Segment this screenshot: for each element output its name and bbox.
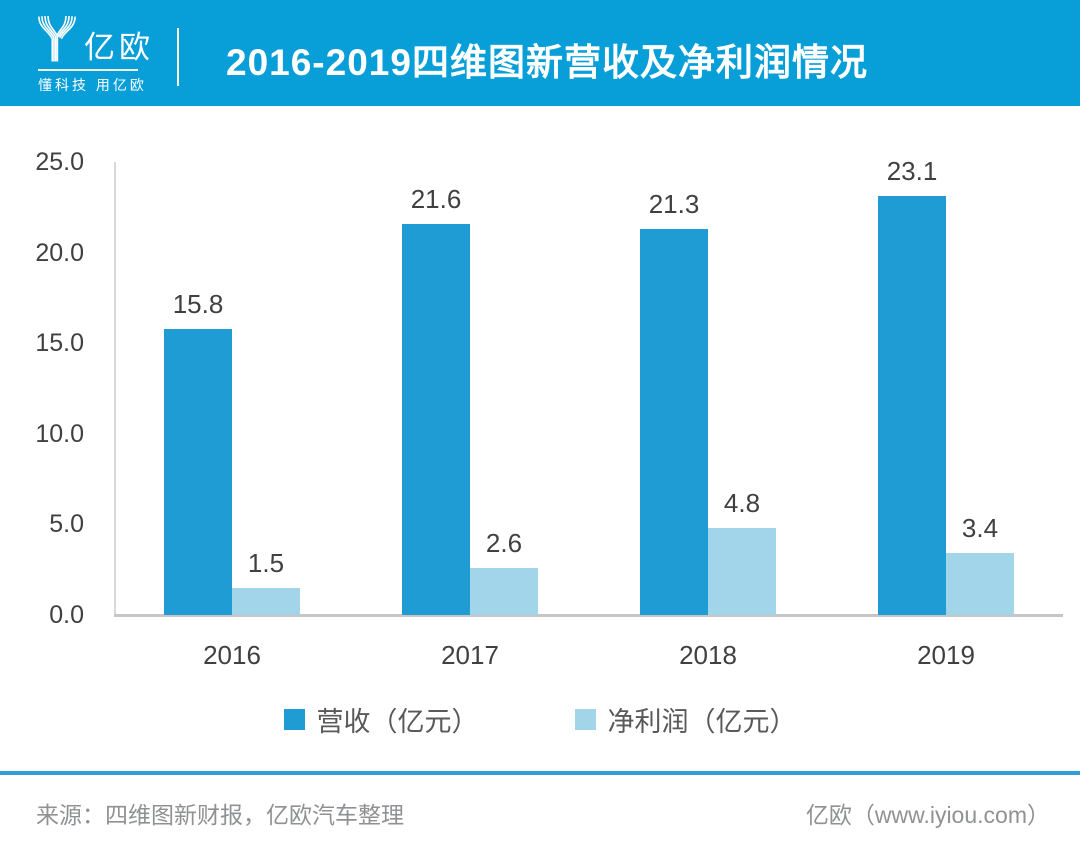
x-axis-line bbox=[114, 614, 1063, 617]
legend-label-profit: 净利润（亿元） bbox=[607, 707, 797, 737]
value-label-revenue-2017: 21.6 bbox=[410, 184, 462, 214]
iyiou-logo-icon bbox=[38, 16, 76, 62]
x-tick-label-2018: 2018 bbox=[679, 640, 737, 670]
page-title: 2016-2019四维图新营收及净利润情况 bbox=[226, 42, 868, 83]
y-axis-line bbox=[114, 162, 116, 617]
value-label-revenue-2019: 23.1 bbox=[886, 156, 938, 186]
x-tick-label-2016: 2016 bbox=[203, 640, 261, 670]
bar-profit-2019 bbox=[946, 553, 1014, 615]
y-tick-label: 5.0 bbox=[49, 510, 84, 539]
footer-rule bbox=[0, 771, 1080, 775]
bar-profit-2018 bbox=[708, 528, 776, 615]
value-label-profit-2018: 4.8 bbox=[723, 488, 761, 518]
bar-revenue-2016 bbox=[164, 329, 232, 615]
y-tick-label: 20.0 bbox=[35, 238, 84, 267]
logo-tagline: 懂科技 用亿欧 bbox=[38, 77, 147, 93]
brand-note: 亿欧（www.iyiou.com） bbox=[805, 802, 1050, 828]
x-tick-label-2017: 2017 bbox=[441, 640, 499, 670]
bar-revenue-2018 bbox=[640, 229, 708, 615]
legend-swatch-revenue bbox=[283, 709, 305, 730]
source-note: 来源：四维图新财报，亿欧汽车整理 bbox=[36, 802, 404, 828]
y-tick-label: 10.0 bbox=[35, 419, 84, 448]
y-tick-label: 25.0 bbox=[35, 148, 84, 176]
value-label-revenue-2018: 21.3 bbox=[648, 189, 700, 219]
value-label-profit-2017: 2.6 bbox=[485, 528, 523, 558]
y-tick-label: 15.0 bbox=[35, 329, 84, 358]
logo-underline bbox=[38, 69, 138, 71]
bar-revenue-2019 bbox=[878, 196, 946, 615]
legend-label-revenue: 营收（亿元） bbox=[316, 707, 479, 737]
header-band: 亿欧 懂科技 用亿欧 2016-2019四维图新营收及净利润情况 bbox=[0, 0, 1080, 106]
bar-revenue-2017 bbox=[402, 224, 470, 615]
value-label-profit-2016: 1.5 bbox=[247, 548, 285, 578]
y-tick-label: 0.0 bbox=[49, 601, 84, 629]
value-label-revenue-2016: 15.8 bbox=[172, 289, 224, 319]
legend-item-revenue: 营收（亿元） bbox=[283, 700, 479, 739]
chart-legend: 营收（亿元） 净利润（亿元） bbox=[0, 700, 1080, 739]
x-tick-label-2019: 2019 bbox=[917, 640, 975, 670]
bar-profit-2017 bbox=[470, 568, 538, 615]
logo-wordmark: 亿欧 bbox=[84, 30, 154, 65]
legend-item-profit: 净利润（亿元） bbox=[574, 700, 797, 739]
legend-swatch-profit bbox=[574, 709, 596, 730]
bar-profit-2016 bbox=[232, 588, 300, 615]
value-label-profit-2019: 3.4 bbox=[961, 513, 999, 543]
header-divider bbox=[177, 28, 179, 86]
